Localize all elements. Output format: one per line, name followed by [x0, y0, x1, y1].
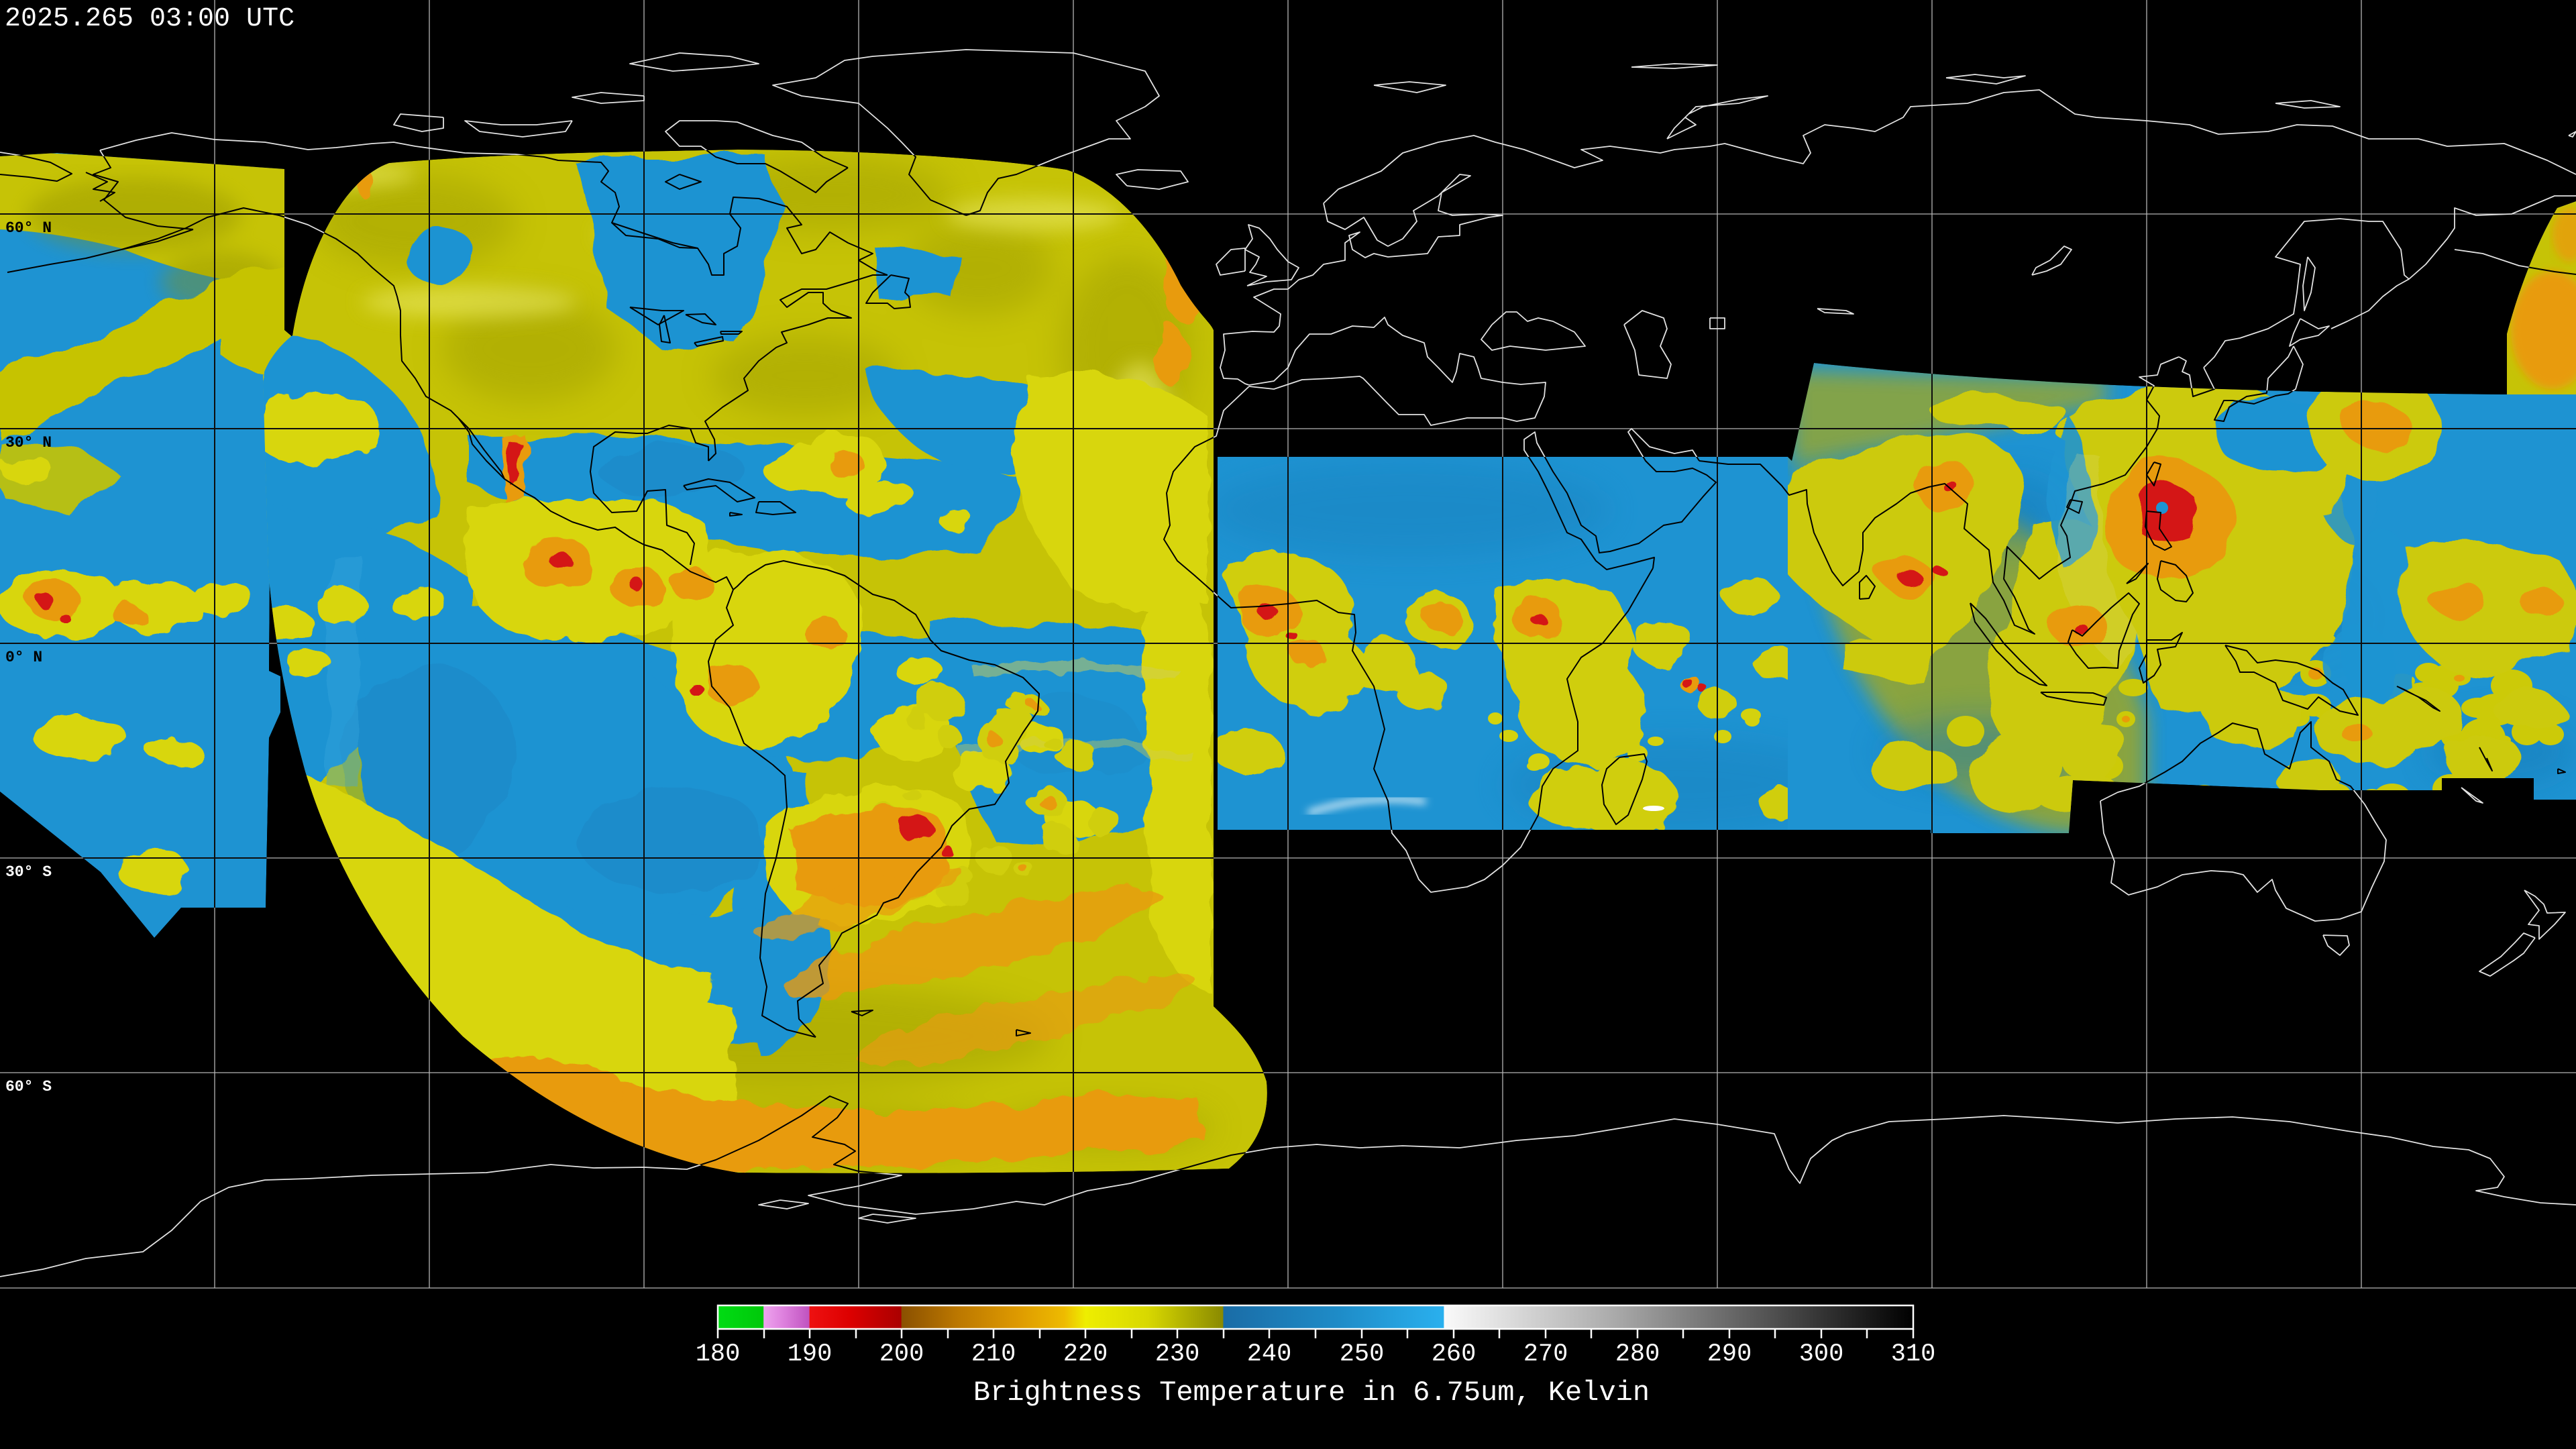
svg-text:30° S: 30° S [5, 863, 52, 881]
svg-text:220: 220 [1063, 1340, 1108, 1368]
svg-text:200: 200 [879, 1340, 924, 1368]
svg-text:270: 270 [1523, 1340, 1568, 1368]
svg-text:280: 280 [1615, 1340, 1660, 1368]
svg-text:190: 190 [788, 1340, 833, 1368]
svg-text:250: 250 [1340, 1340, 1385, 1368]
svg-text:30° N: 30° N [5, 434, 52, 451]
svg-text:0° N: 0° N [5, 649, 42, 666]
svg-text:260: 260 [1432, 1340, 1477, 1368]
svg-text:60° N: 60° N [5, 219, 52, 237]
svg-text:210: 210 [971, 1340, 1016, 1368]
svg-text:2025.265 03:00 UTC: 2025.265 03:00 UTC [5, 4, 294, 34]
svg-text:240: 240 [1247, 1340, 1292, 1368]
svg-text:290: 290 [1707, 1340, 1752, 1368]
svg-text:230: 230 [1155, 1340, 1200, 1368]
svg-text:Brightness Temperature in 6.75: Brightness Temperature in 6.75um, Kelvin [973, 1377, 1650, 1409]
svg-text:310: 310 [1891, 1340, 1936, 1368]
svg-text:300: 300 [1799, 1340, 1844, 1368]
svg-text:180: 180 [696, 1340, 741, 1368]
svg-text:60° S: 60° S [5, 1078, 52, 1095]
